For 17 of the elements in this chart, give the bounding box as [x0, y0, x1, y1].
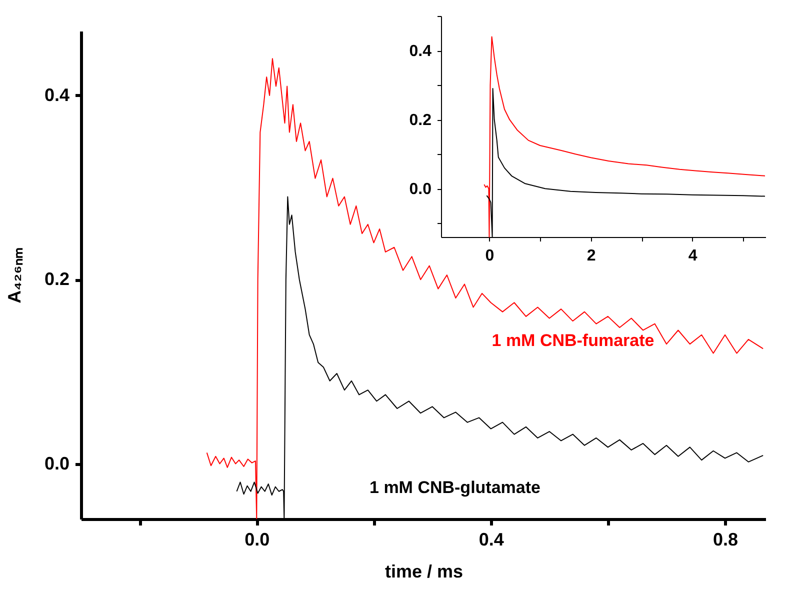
x-axis-title: time / ms: [384, 562, 464, 582]
y-tick-label: 0.2: [44, 269, 70, 290]
line-series: [484, 36, 766, 238]
y-tick-label: 0.4: [409, 43, 432, 60]
annotation: 1 mM CNB-fumarate: [492, 331, 654, 350]
y-tick-label: 0.0: [409, 181, 432, 198]
y-axis-title: A₄₂₆ₙₘ: [4, 248, 24, 304]
x-tick-label: 0.8: [713, 530, 738, 550]
x-tick-label: 2: [586, 248, 596, 264]
x-tick-label: 0.0: [244, 530, 270, 550]
x-tick-label: 0: [485, 248, 494, 264]
annotation: 1 mM CNB-glutamate: [370, 478, 540, 497]
y-tick-label: 0.2: [409, 112, 432, 130]
x-tick-label: 0.4: [478, 530, 504, 550]
x-tick-label: 4: [688, 248, 698, 264]
y-tick-label: 0.4: [44, 84, 70, 105]
y-tick-label: 0.0: [44, 453, 70, 474]
